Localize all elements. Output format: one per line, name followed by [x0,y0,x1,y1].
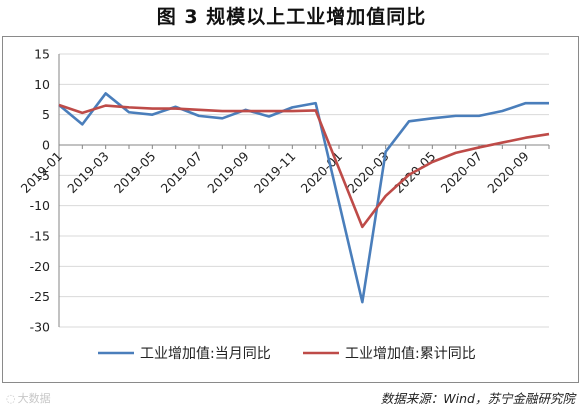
y-tick-label: 0 [42,138,50,153]
legend-label: 工业增加值:当月同比 [140,346,271,362]
watermark-text: 大数据 [17,392,51,405]
x-tick-label: 2020-07 [438,149,486,197]
x-tick-label: 2020-01 [298,149,346,197]
watermark: ◌ 大数据 [6,390,51,406]
y-tick-label: -30 [30,320,50,335]
chart-frame: 15 10 5 0 -5 -10 -15 -20 -25 -30 2019-01 2019-03 201… [2,36,579,383]
y-tick-label: -15 [30,229,50,244]
y-tick-label: -5 [38,168,50,183]
watermark-logo-icon: ◌ [6,392,16,405]
y-tick-label: -20 [30,259,50,274]
y-tick-label: 10 [34,77,50,92]
series-line-cumulative-yoy [58,103,550,229]
x-tick-label: 2019-05 [111,149,159,197]
page-title: 图 3 规模以上工业增加值同比 [156,6,427,28]
legend-label: 工业增加值:累计同比 [345,346,476,362]
y-tick-label: -10 [30,198,50,213]
x-tick-label: 2019-01 [18,149,66,197]
y-tick-label: -25 [30,289,50,304]
y-tick-label: 15 [34,47,50,62]
x-tick-label: 2019-11 [251,149,299,197]
source-note: 数据来源：Wind，苏宁金融研究院 [380,391,575,406]
y-tick-label: 5 [42,107,50,122]
x-tick-label: 2019-09 [204,148,252,196]
x-tick-label: 2020-09 [484,148,532,196]
series-line-monthly-yoy [58,92,549,304]
x-tick-label: 2019-03 [64,149,112,197]
x-tick-label: 2019-07 [158,149,206,197]
